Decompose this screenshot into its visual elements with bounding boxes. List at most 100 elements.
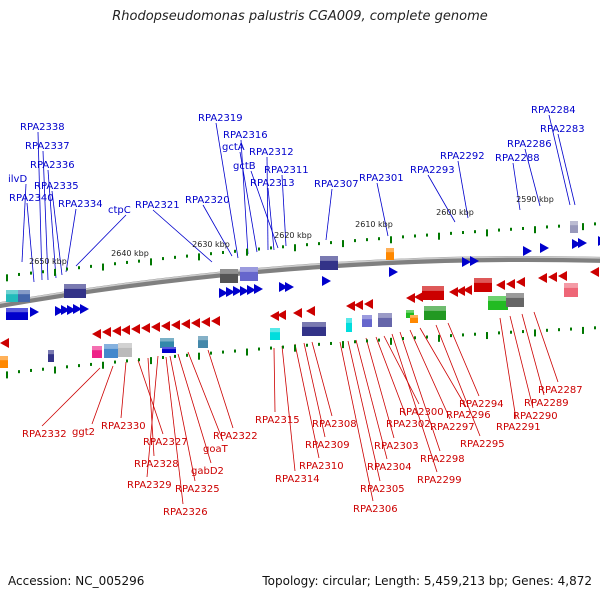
gene-block-forward-9 [570,221,578,233]
gene-block-forward-8-body [386,248,394,260]
gene-arrow-reverse-7 [161,321,170,331]
gene-block-reverse-7-body [362,315,372,327]
label-line-bottom-4 [147,357,155,457]
gene-block-forward-2-shine [64,284,86,289]
kbp-tick-label: 2620 kbp [274,231,312,240]
gene-label-bottom-2: RPA2330 [101,421,146,432]
tick-mark-a-354 [354,239,356,243]
tick-mark-a-282 [282,245,284,249]
label-line-bottom-10 [207,349,234,429]
tick-mark-b-486 [486,332,488,340]
gene-arrow-reverse-32 [590,267,599,277]
gene-label-top-16: RPA2320 [185,195,230,206]
tick-mark-b-174 [174,354,176,358]
gene-arrow-reverse-1 [102,327,111,337]
gene-block-reverse-21-shine [0,356,8,361]
gene-block-reverse-6-body [302,322,326,336]
tick-mark-a-54 [54,268,56,276]
tick-mark-b-90 [90,362,92,366]
gene-label-bottom-13: RPA2310 [299,461,344,472]
label-line-bottom-28 [499,317,517,420]
gene-block-forward-7-body [240,267,258,281]
gene-arrow-reverse-2 [112,326,121,336]
gene-arrow-reverse-5 [141,323,150,333]
gene-arrow-reverse-25 [463,285,472,295]
tick-mark-b-366 [366,339,368,343]
tick-mark-a-318 [318,242,320,246]
tick-mark-b-342 [342,341,344,349]
tick-mark-a-486 [486,229,488,237]
tick-mark-a-594 [594,222,596,226]
label-line-top-9 [215,122,239,259]
label-line-top-3 [21,183,27,263]
gene-block-reverse-13-shine [118,343,132,348]
label-line-top-5 [26,202,35,283]
kbp-tick-label: 2590 kbp [516,195,554,204]
tick-mark-b-102 [102,361,104,369]
tick-mark-a-234 [234,249,236,253]
tick-mark-a-210 [210,252,212,256]
gene-label-bottom-7: gabD2 [191,466,224,477]
gene-block-reverse-5-body [424,306,446,320]
gene-label-bottom-5: RPA2329 [127,480,172,491]
gene-label-top-24: RPA2283 [540,124,585,135]
gene-label-top-11: gctA [222,142,245,153]
label-line-top-11 [239,151,258,253]
gene-block-reverse-19-body [564,283,578,297]
tick-mark-b-354 [354,340,356,344]
gene-label-bottom-29: RPA2290 [513,411,558,422]
tick-mark-a-582 [582,223,584,231]
gene-arrow-reverse-9 [181,319,190,329]
tick-mark-b-378 [378,338,380,342]
gene-block-reverse-17-body [270,328,280,340]
gene-label-bottom-8: RPA2325 [175,484,220,495]
tick-mark-b-18 [18,370,20,374]
gene-label-top-20: RPA2292 [440,151,485,162]
tick-mark-a-402 [402,235,404,239]
gene-label-top-3: ilvD [8,174,27,185]
gene-label-bottom-19: RPA2306 [353,504,398,515]
label-line-bottom-26 [435,324,481,437]
gene-label-bottom-26: RPA2295 [460,439,505,450]
gene-arrow-reverse-27 [506,279,515,289]
gene-block-reverse-5-shine [424,306,446,311]
gene-block-forward-5-shine [18,290,30,295]
tick-mark-a-450 [450,231,452,235]
tick-mark-b-270 [270,346,272,350]
gene-arrow-reverse-19 [364,299,373,309]
gene-arrow-forward-23 [523,246,532,256]
gene-arrow-reverse-14 [277,310,286,320]
gene-arrow-forward-10 [233,286,242,296]
tick-mark-b-414 [414,336,416,340]
accession-label: Accession: NC_005296 [8,574,145,588]
gene-arrow-forward-12 [247,285,256,295]
gene-block-reverse-19-shine [564,283,578,288]
tick-mark-a-162 [162,257,164,261]
gene-block-forward-1-shine [6,308,28,313]
tick-mark-a-546 [546,225,548,229]
label-line-bottom-24 [409,329,451,420]
tick-mark-b-462 [462,333,464,337]
label-line-bottom-19 [339,341,374,502]
tick-mark-a-414 [414,234,416,238]
label-line-bottom-13 [294,343,320,459]
tick-mark-a-294 [294,244,296,252]
gene-block-reverse-9-shine [406,310,414,313]
label-line-top-12 [266,156,269,251]
gene-block-reverse-7 [362,315,372,327]
gene-block-reverse-8 [378,313,392,327]
gene-block-reverse-21 [0,356,8,368]
tick-mark-a-102 [102,263,104,271]
tick-mark-a-186 [186,254,188,258]
label-line-bottom-20 [375,336,407,417]
tick-mark-b-438 [438,334,440,342]
gene-block-forward-4 [6,290,20,302]
label-line-top-18 [376,182,389,237]
gene-block-reverse-11-shine [92,346,102,351]
gene-label-bottom-15: RPA2308 [312,419,357,430]
gene-label-top-10: RPA2316 [223,130,268,141]
topology-summary: Topology: circular; Length: 5,459,213 bp… [262,574,592,588]
gene-block-reverse-17-shine [270,328,280,333]
tick-mark-a-138 [138,259,140,263]
